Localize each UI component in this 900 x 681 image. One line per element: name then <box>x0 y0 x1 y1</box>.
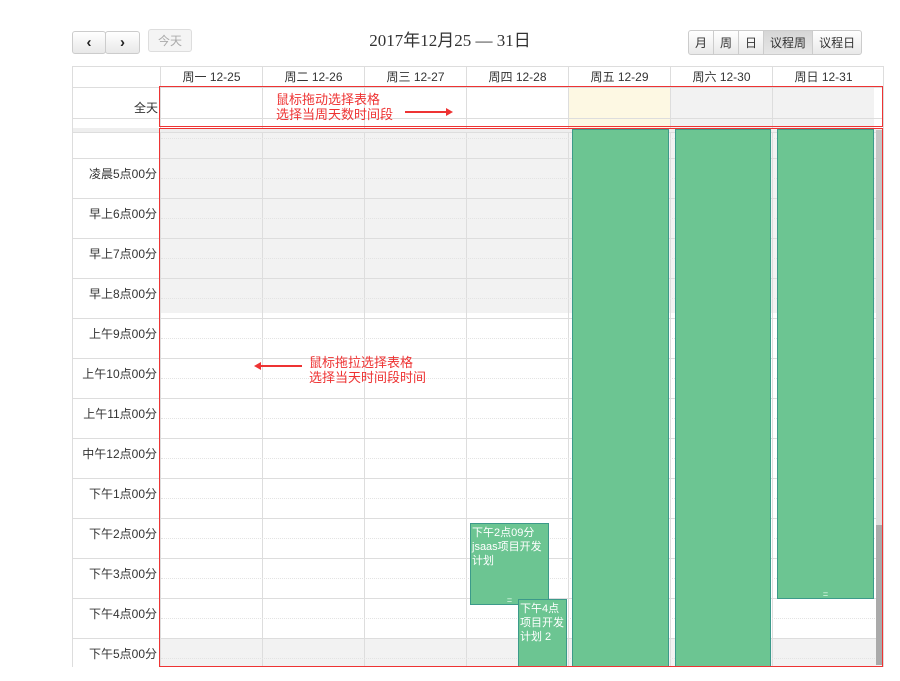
view-month-button[interactable]: 月 <box>688 30 715 55</box>
day-column[interactable] <box>568 133 670 667</box>
hour-row: 中午12点00分 <box>73 438 883 478</box>
view-agenda-week-button[interactable]: 议程周 <box>763 30 814 55</box>
event-title: 下午2点09分 jsaas项目开发计划 <box>472 527 542 567</box>
hour-label: 上午9点00分 <box>88 327 157 341</box>
annotation-allday: 鼠标拖动选择表格 选择当周天数时间段 <box>276 92 393 122</box>
day-column[interactable] <box>466 133 568 667</box>
hour-row: 上午10点00分 <box>73 358 883 398</box>
day-column[interactable] <box>160 133 262 667</box>
view-switcher: 月 周 日 议程周 议程日 <box>688 30 863 55</box>
allday-cell[interactable] <box>160 88 262 128</box>
hour-row: 下午1点00分 <box>73 478 883 518</box>
hour-label: 下午5点00分 <box>88 647 157 661</box>
view-day-button[interactable]: 日 <box>738 30 765 55</box>
arrow-left-icon <box>254 362 302 370</box>
day-header: 周五 12-29 <box>568 67 670 87</box>
allday-cell[interactable] <box>364 88 466 128</box>
hour-row: 凌晨5点00分 <box>73 158 883 198</box>
hour-row: 上午11点00分 <box>73 398 883 438</box>
day-header: 周一 12-25 <box>160 67 262 87</box>
day-header: 周四 12-28 <box>466 67 568 87</box>
event-block[interactable]: 下午2点09分 jsaas项目开发计划 = <box>470 523 549 605</box>
hour-label: 下午4点00分 <box>88 607 157 621</box>
arrow-right-icon <box>405 108 453 116</box>
allday-cell[interactable] <box>466 88 568 128</box>
next-button[interactable]: › <box>105 31 140 54</box>
hour-label: 下午3点00分 <box>88 567 157 581</box>
annotation-line: 鼠标拖拉选择表格 <box>309 355 414 370</box>
allday-divider <box>73 128 883 133</box>
hour-label: 早上6点00分 <box>88 207 157 221</box>
allday-row: 全天 <box>73 88 883 129</box>
day-header-row: 周一 12-25 周二 12-26 周三 12-27 周四 12-28 周五 1… <box>73 67 883 88</box>
allday-cell-today[interactable] <box>568 88 670 128</box>
scroll-thumb[interactable] <box>876 130 882 230</box>
hour-row <box>73 118 883 158</box>
allday-cell[interactable] <box>772 88 874 128</box>
hour-row: 上午9点00分 <box>73 318 883 358</box>
annotation-line: 选择当天时间段时间 <box>309 370 427 385</box>
hour-label: 早上8点00分 <box>88 287 157 301</box>
day-header: 周日 12-31 <box>772 67 874 87</box>
event-title: 下午4点 项目开发计划 2 <box>520 603 564 643</box>
prev-button[interactable]: ‹ <box>72 31 106 54</box>
hour-row: 早上7点00分 <box>73 238 883 278</box>
hour-label: 下午2点00分 <box>88 527 157 541</box>
hour-label: 上午11点00分 <box>83 407 157 421</box>
annotation-line: 鼠标拖动选择表格 <box>276 92 381 107</box>
day-column[interactable] <box>670 133 772 667</box>
hour-label: 早上7点00分 <box>88 247 157 261</box>
allday-cell[interactable] <box>670 88 772 128</box>
view-agenda-day-button[interactable]: 议程日 <box>812 30 863 55</box>
today-button[interactable]: 今天 <box>148 29 192 52</box>
week-calendar: 周一 12-25 周二 12-26 周三 12-27 周四 12-28 周五 1… <box>72 66 884 667</box>
time-grid[interactable]: 凌晨5点00分 早上6点00分 早上7点00分 早上8点00分 上午9点00分 … <box>73 118 883 667</box>
day-header: 周二 12-26 <box>262 67 364 87</box>
day-header: 周六 12-30 <box>670 67 772 87</box>
hour-label: 凌晨5点00分 <box>88 167 157 181</box>
vertical-scrollbar[interactable] <box>876 130 882 665</box>
hour-row: 早上6点00分 <box>73 198 883 238</box>
hour-row: 早上8点00分 <box>73 278 883 318</box>
day-column[interactable] <box>262 133 364 667</box>
annotation-timegrid: 鼠标拖拉选择表格 选择当天时间段时间 <box>309 355 426 385</box>
day-column[interactable] <box>364 133 466 667</box>
day-column[interactable] <box>772 133 874 667</box>
resize-handle[interactable]: = <box>506 595 513 605</box>
allday-label: 全天 <box>133 101 158 115</box>
event-block[interactable] <box>572 129 669 667</box>
view-week-button[interactable]: 周 <box>713 30 740 55</box>
event-block[interactable] <box>675 129 771 667</box>
annotation-line: 选择当周天数时间段 <box>276 107 394 122</box>
event-block[interactable]: = <box>777 129 874 599</box>
hour-label: 下午1点00分 <box>88 487 157 501</box>
hour-label: 上午10点00分 <box>82 367 157 381</box>
scroll-thumb-lower[interactable] <box>876 525 882 665</box>
allday-cell[interactable] <box>262 88 364 128</box>
day-header: 周三 12-27 <box>364 67 466 87</box>
event-block[interactable]: 下午4点 项目开发计划 2 <box>518 599 567 667</box>
calendar-title: 2017年12月25 — 31日 <box>369 31 531 50</box>
hour-label: 中午12点00分 <box>82 447 157 461</box>
resize-handle[interactable]: = <box>822 589 829 599</box>
